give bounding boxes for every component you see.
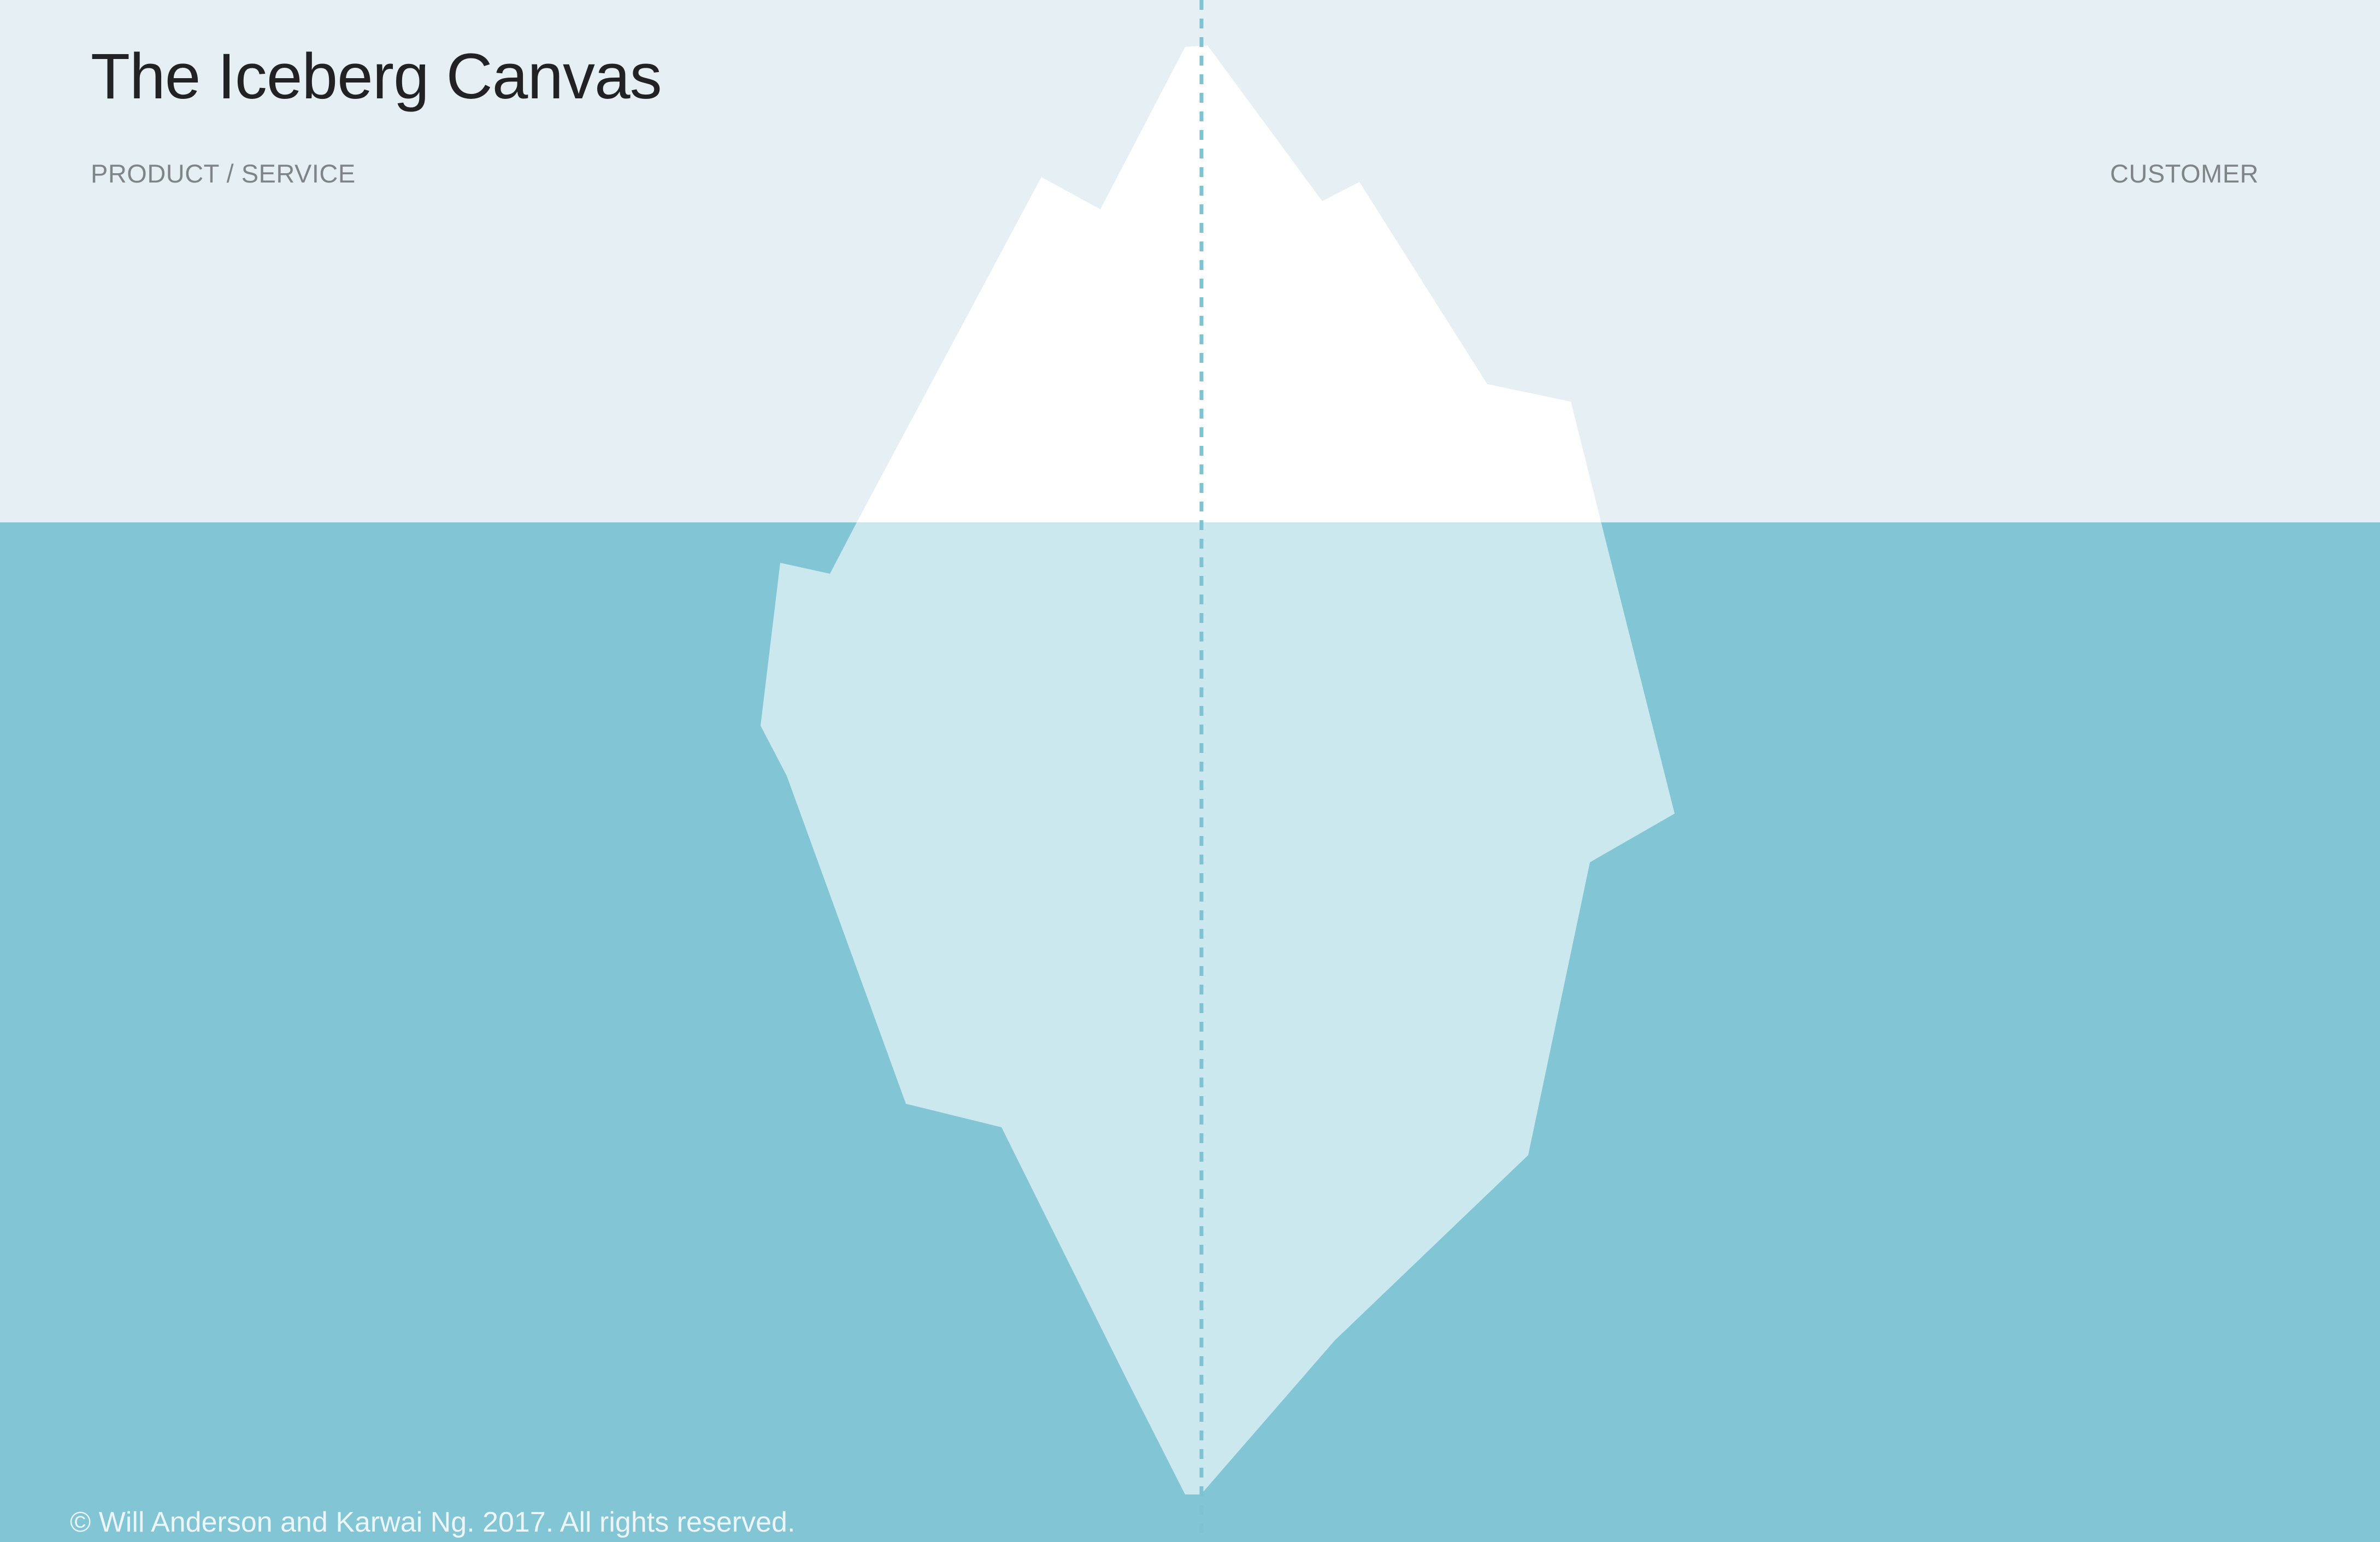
iceberg-above-water xyxy=(857,45,1601,522)
iceberg-below-water xyxy=(761,522,1675,1494)
customer-label: CUSTOMER xyxy=(2110,159,2259,188)
product-service-label: PRODUCT / SERVICE xyxy=(91,159,356,188)
page-title: The Iceberg Canvas xyxy=(91,40,662,113)
copyright-notice: © Will Anderson and Karwai Ng. 2017. All… xyxy=(70,1506,796,1538)
